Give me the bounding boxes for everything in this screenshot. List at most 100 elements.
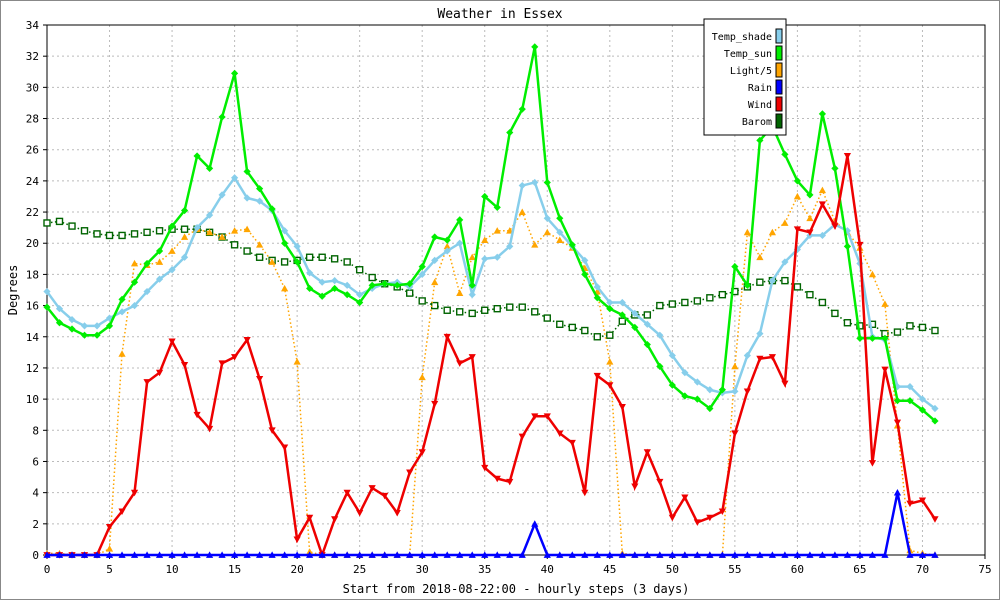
data-point — [893, 383, 902, 391]
data-point — [518, 208, 526, 215]
data-point — [431, 400, 439, 408]
data-point — [931, 404, 939, 413]
data-point — [831, 164, 839, 173]
data-point — [731, 551, 739, 558]
y-tick-label: 18 — [26, 268, 39, 281]
data-point — [393, 551, 401, 558]
data-point — [443, 242, 451, 250]
data-point — [668, 381, 676, 389]
data-point — [868, 460, 877, 467]
y-tick-label: 24 — [26, 175, 40, 188]
data-point — [793, 283, 802, 291]
y-tick-label: 14 — [26, 331, 40, 344]
data-point — [218, 233, 226, 240]
data-point — [818, 186, 827, 194]
data-point — [918, 406, 927, 414]
data-point — [643, 340, 651, 349]
legend-swatch — [775, 79, 783, 95]
data-point — [281, 444, 289, 452]
legend-swatch — [775, 28, 783, 44]
data-point — [68, 325, 76, 333]
data-point — [718, 290, 727, 299]
data-point — [643, 320, 651, 328]
legend-item: Temp_shade — [712, 28, 783, 44]
data-point — [406, 280, 414, 288]
legend-swatch — [775, 45, 783, 61]
data-point — [543, 314, 551, 322]
data-point — [356, 298, 364, 307]
data-point — [643, 449, 651, 456]
data-point — [481, 192, 489, 201]
data-point — [481, 306, 489, 314]
data-point — [681, 494, 689, 501]
data-point — [418, 449, 426, 456]
legend-label: Light/5 — [730, 66, 772, 77]
data-point — [281, 239, 289, 247]
data-point — [693, 519, 701, 526]
data-point — [593, 372, 601, 380]
data-point — [543, 214, 551, 222]
data-point — [593, 333, 601, 341]
y-tick-label: 22 — [26, 206, 39, 219]
data-point — [931, 326, 939, 335]
data-point — [756, 136, 764, 144]
y-tick-label: 28 — [26, 113, 39, 126]
data-point — [443, 247, 451, 255]
y-tick-label: 30 — [26, 81, 39, 94]
x-tick-label: 5 — [106, 563, 113, 576]
data-point — [355, 266, 364, 274]
data-point — [180, 206, 189, 215]
data-point — [568, 551, 576, 558]
y-tick-label: 10 — [26, 393, 39, 406]
data-point — [668, 514, 676, 522]
data-point — [243, 551, 251, 558]
data-point — [305, 253, 314, 261]
data-point — [706, 294, 714, 302]
data-point — [205, 228, 214, 236]
data-point — [43, 287, 51, 296]
data-point — [180, 361, 189, 369]
data-point — [606, 305, 614, 313]
data-point — [43, 551, 51, 558]
data-point — [418, 373, 426, 381]
data-point — [218, 360, 226, 367]
data-point — [318, 253, 326, 261]
data-point — [331, 284, 339, 293]
data-point — [68, 222, 76, 230]
data-point — [618, 551, 626, 558]
legend-swatch — [775, 62, 783, 78]
data-point — [556, 236, 564, 243]
data-point — [706, 514, 714, 522]
data-point — [231, 227, 239, 234]
data-point — [468, 354, 476, 361]
data-point — [618, 317, 627, 325]
data-point — [456, 216, 464, 224]
legend-item: Light/5 — [730, 62, 783, 78]
x-tick-label: 40 — [541, 563, 554, 576]
legend-label: Rain — [748, 83, 772, 94]
data-point — [93, 551, 101, 558]
data-point — [130, 489, 139, 497]
data-point — [255, 253, 264, 261]
data-point — [618, 311, 626, 319]
data-point — [506, 128, 514, 137]
data-point — [331, 277, 339, 285]
data-point — [356, 510, 364, 517]
series-line-wind — [47, 155, 937, 559]
data-point — [743, 551, 751, 558]
data-point — [531, 520, 539, 527]
data-point — [868, 270, 877, 278]
y-axis-label: Degrees — [6, 265, 20, 316]
data-point — [105, 322, 114, 330]
data-point — [881, 334, 889, 342]
data-point — [806, 290, 814, 299]
legend-item: Rain — [748, 79, 783, 95]
y-tick-label: 4 — [32, 487, 39, 500]
data-point — [155, 247, 164, 255]
legend-item: Barom — [742, 113, 783, 129]
data-point — [531, 43, 539, 51]
data-point — [130, 278, 139, 286]
data-point — [918, 497, 927, 505]
data-point — [393, 281, 401, 289]
data-point — [843, 319, 852, 327]
